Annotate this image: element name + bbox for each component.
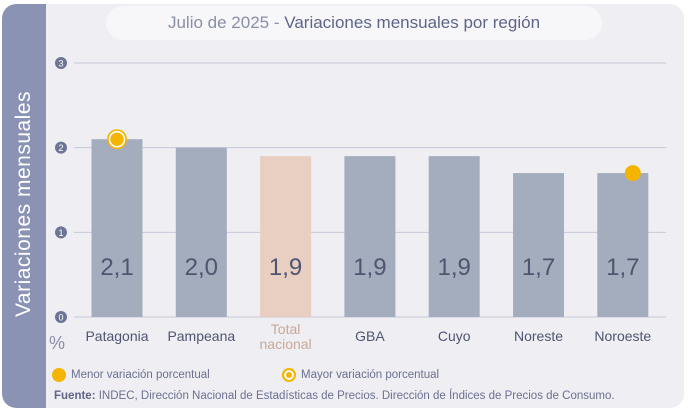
bar-value-label: 1,9 [353,254,386,281]
bar-chart: 0 1 2 3% 2,1 Patagonia 2,0 Pampeana 1,9 Totalnaci… [49,57,666,353]
chart-card: Variaciones mensuales Julio de 2025 - Va… [2,4,684,408]
min-marker-icon [52,368,66,382]
bar-value-label: 1,7 [606,254,639,281]
bar-value-label: 2,1 [100,254,133,281]
min-marker [624,165,641,182]
bar [260,156,312,317]
bar [344,156,396,317]
chart-title: Julio de 2025 - Variaciones mensuales po… [106,6,602,40]
y-tick-badge [55,226,67,239]
bar [175,147,227,317]
x-tick-label: nacional [260,336,312,352]
y-unit-label: % [49,333,65,353]
y-tick-label: 1 [58,228,63,238]
bar-value-label: 2,0 [185,254,218,281]
y-tick-label: 3 [58,59,63,69]
source-note: Fuente: INDEC, Dirección Nacional de Est… [54,390,615,402]
title-date: Julio de 2025 [167,13,270,32]
y-tick-label: 0 [58,313,63,323]
x-tick-label: Patagonia [85,328,148,344]
legend-min-label: Menor variación porcentual [71,369,210,381]
bar-value-label: 1,9 [438,254,471,281]
bar-value-label: 1,9 [269,254,302,281]
x-tick-label: Cuyo [438,328,471,344]
source-text: INDEC, Dirección Nacional de Estadística… [98,390,615,402]
bar-value-label: 1,7 [522,254,555,281]
legend-max: Mayor variación porcentual [282,368,439,382]
y-tick-label: 2 [58,143,63,153]
max-marker-icon [282,368,296,382]
title-separator: - [273,13,280,32]
legend-max-label: Mayor variación porcentual [301,369,440,381]
legend-min: Menor variación porcentual [52,368,210,382]
y-tick-badge [55,57,67,69]
source-label: Fuente: [54,390,96,402]
x-tick-label: GBA [355,328,385,344]
title-main: Variaciones mensuales por región [284,13,541,32]
bar [513,173,564,317]
bar [597,173,649,317]
y-axis-band: Variaciones mensuales [2,4,46,408]
y-tick-badge [55,141,67,154]
bar [91,139,143,317]
x-tick-label: Total [271,321,301,337]
x-tick-label: Pampeana [167,328,235,344]
x-tick-label: Noreste [514,328,563,344]
max-marker-ring [108,130,126,148]
x-tick-label: Noroeste [594,328,651,344]
bar [428,156,480,317]
y-tick-badge [55,311,67,323]
